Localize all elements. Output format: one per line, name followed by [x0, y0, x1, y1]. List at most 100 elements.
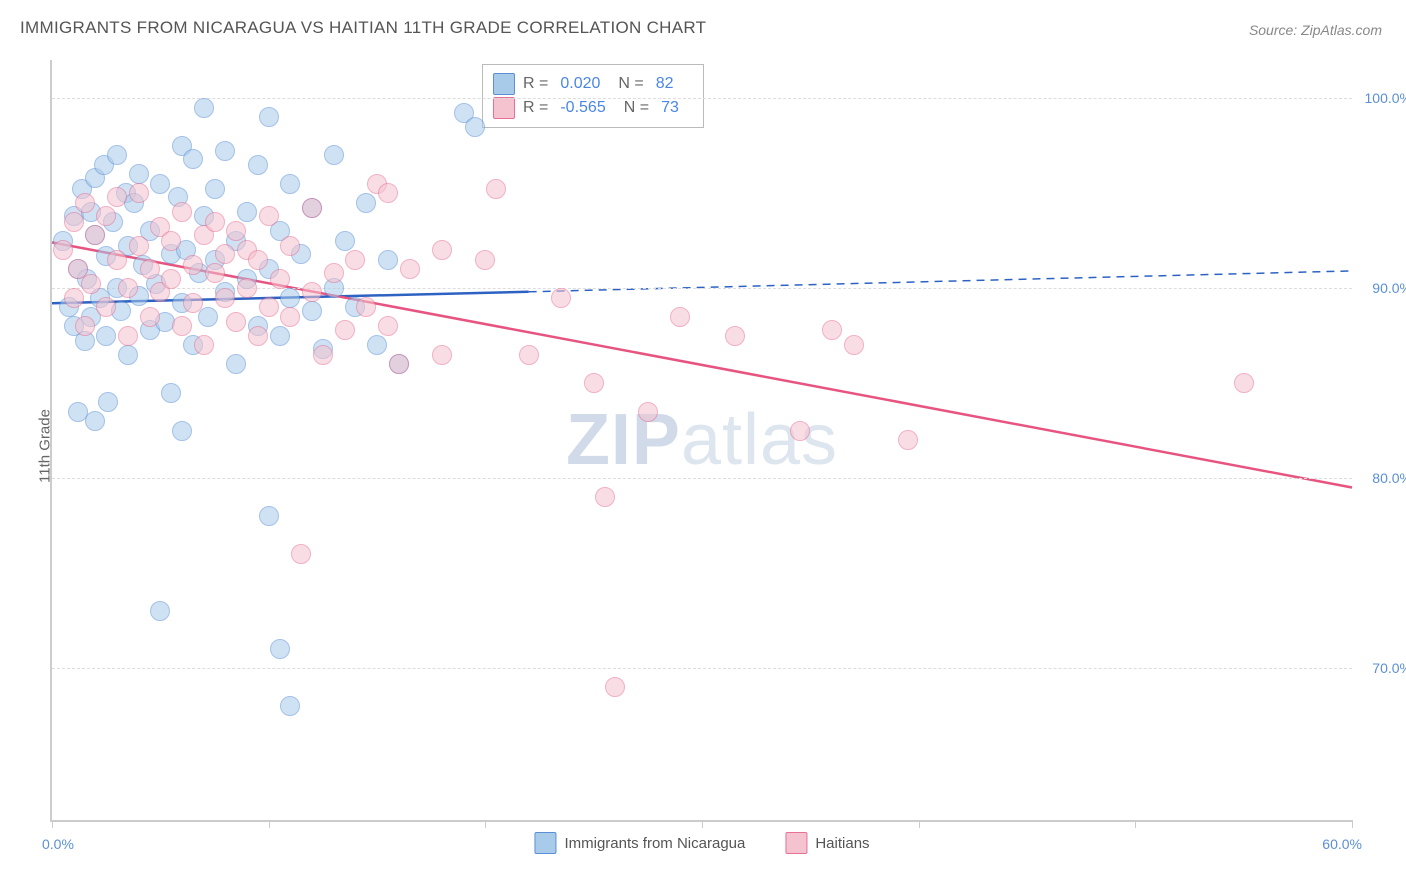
- scatter-point: [172, 316, 192, 336]
- scatter-point: [98, 392, 118, 412]
- x-axis-label-min: 0.0%: [42, 836, 74, 852]
- scatter-point: [367, 335, 387, 355]
- scatter-point: [215, 288, 235, 308]
- swatch-series2: [493, 97, 515, 119]
- scatter-point: [248, 326, 268, 346]
- x-axis-label-max: 60.0%: [1322, 836, 1362, 852]
- n-value-series1: 82: [656, 75, 674, 93]
- scatter-point: [198, 307, 218, 327]
- y-axis-tick-label: 100.0%: [1365, 90, 1406, 106]
- scatter-point: [161, 269, 181, 289]
- series-legend: Immigrants from Nicaragua Haitians: [534, 832, 869, 854]
- gridline: [52, 98, 1352, 99]
- scatter-point: [107, 145, 127, 165]
- scatter-point: [215, 141, 235, 161]
- scatter-point: [356, 297, 376, 317]
- n-value-series2: 73: [661, 99, 679, 117]
- scatter-point: [140, 259, 160, 279]
- x-axis-tick: [485, 820, 486, 828]
- scatter-point: [790, 421, 810, 441]
- scatter-point: [670, 307, 690, 327]
- scatter-point: [270, 639, 290, 659]
- scatter-point: [465, 117, 485, 137]
- n-label: N =: [624, 99, 649, 117]
- scatter-point: [205, 263, 225, 283]
- legend-label-series2: Haitians: [815, 835, 869, 852]
- scatter-point: [81, 274, 101, 294]
- scatter-point: [118, 345, 138, 365]
- chart-title: IMMIGRANTS FROM NICARAGUA VS HAITIAN 11T…: [20, 18, 706, 38]
- scatter-point: [822, 320, 842, 340]
- scatter-point: [270, 269, 290, 289]
- scatter-point: [400, 259, 420, 279]
- scatter-point: [75, 316, 95, 336]
- scatter-point: [215, 244, 235, 264]
- scatter-point: [280, 236, 300, 256]
- scatter-point: [389, 354, 409, 374]
- scatter-point: [226, 312, 246, 332]
- scatter-point: [64, 212, 84, 232]
- y-axis-tick-label: 70.0%: [1372, 660, 1406, 676]
- stats-row-series2: R = -0.565 N = 73: [493, 97, 689, 119]
- scatter-point: [118, 326, 138, 346]
- scatter-point: [1234, 373, 1254, 393]
- chart-source: Source: ZipAtlas.com: [1249, 22, 1382, 38]
- scatter-point: [259, 297, 279, 317]
- scatter-point: [129, 183, 149, 203]
- scatter-point: [259, 506, 279, 526]
- swatch-series1: [534, 832, 556, 854]
- scatter-point: [53, 240, 73, 260]
- scatter-point: [638, 402, 658, 422]
- scatter-point: [96, 297, 116, 317]
- scatter-point: [237, 278, 257, 298]
- stats-legend: R = 0.020 N = 82 R = -0.565 N = 73: [482, 64, 704, 128]
- scatter-point: [172, 202, 192, 222]
- scatter-point: [226, 354, 246, 374]
- scatter-point: [844, 335, 864, 355]
- scatter-point: [172, 421, 192, 441]
- scatter-point: [378, 183, 398, 203]
- scatter-point: [183, 293, 203, 313]
- scatter-point: [226, 221, 246, 241]
- y-axis-tick-label: 90.0%: [1372, 280, 1406, 296]
- r-value-series1: 0.020: [560, 75, 600, 93]
- scatter-point: [150, 601, 170, 621]
- scatter-point: [595, 487, 615, 507]
- scatter-point: [183, 149, 203, 169]
- trend-lines-layer: [52, 60, 1352, 820]
- scatter-point: [302, 282, 322, 302]
- scatter-point: [324, 263, 344, 283]
- scatter-point: [129, 236, 149, 256]
- x-axis-tick: [1352, 820, 1353, 828]
- scatter-point: [302, 301, 322, 321]
- scatter-point: [378, 316, 398, 336]
- scatter-point: [335, 231, 355, 251]
- scatter-point: [259, 206, 279, 226]
- chart-plot-area: ZIPatlas R = 0.020 N = 82 R = -0.565 N =…: [50, 60, 1352, 822]
- scatter-point: [183, 255, 203, 275]
- scatter-point: [270, 326, 290, 346]
- n-label: N =: [618, 75, 643, 93]
- scatter-point: [519, 345, 539, 365]
- scatter-point: [150, 174, 170, 194]
- x-axis-tick: [269, 820, 270, 828]
- scatter-point: [194, 335, 214, 355]
- scatter-point: [96, 206, 116, 226]
- r-value-series2: -0.565: [560, 99, 605, 117]
- scatter-point: [378, 250, 398, 270]
- scatter-point: [237, 202, 257, 222]
- scatter-point: [107, 250, 127, 270]
- scatter-point: [551, 288, 571, 308]
- legend-label-series1: Immigrants from Nicaragua: [564, 835, 745, 852]
- scatter-point: [280, 288, 300, 308]
- scatter-point: [584, 373, 604, 393]
- scatter-point: [259, 107, 279, 127]
- scatter-point: [75, 193, 95, 213]
- x-axis-tick: [1135, 820, 1136, 828]
- legend-item-series2: Haitians: [785, 832, 869, 854]
- legend-item-series1: Immigrants from Nicaragua: [534, 832, 745, 854]
- scatter-point: [725, 326, 745, 346]
- scatter-point: [302, 198, 322, 218]
- scatter-point: [280, 174, 300, 194]
- x-axis-tick: [919, 820, 920, 828]
